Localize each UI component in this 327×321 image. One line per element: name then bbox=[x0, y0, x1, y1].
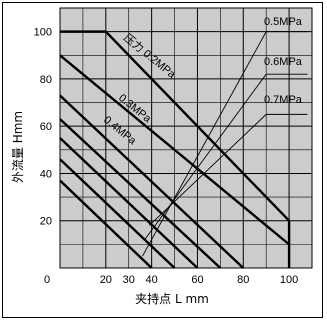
x-tick-label: 100 bbox=[280, 274, 298, 286]
y-tick-label: 80 bbox=[40, 74, 52, 86]
y-tick-label: 60 bbox=[40, 121, 52, 133]
annotation-0.7mpa: 0.7MPa bbox=[264, 94, 303, 106]
annotation-0.6mpa: 0.6MPa bbox=[264, 56, 303, 68]
series-lines bbox=[59, 30, 291, 269]
y-tick-label: 40 bbox=[40, 168, 52, 180]
y-axis-title: 外流量 Hmm bbox=[11, 111, 25, 183]
tick-labels: 20 40 60 80 100 0 20 30 40 60 80 100 bbox=[34, 27, 299, 286]
x-tick-label: 30 bbox=[123, 274, 135, 286]
annotation-0.5mpa: 0.5MPa bbox=[264, 16, 303, 28]
x-tick-label: 80 bbox=[237, 274, 249, 286]
x-tick-label: 0 bbox=[44, 274, 50, 286]
series-line-0.4mpa bbox=[59, 118, 222, 269]
x-tick-label: 40 bbox=[146, 274, 158, 286]
pressure-lines bbox=[142, 31, 308, 257]
series-line-0.3mpa bbox=[59, 94, 245, 269]
x-tick-label: 20 bbox=[100, 274, 112, 286]
pressure-line-0.5mpa bbox=[142, 31, 267, 257]
series-line-a bbox=[59, 137, 199, 269]
y-tick-label: 100 bbox=[34, 27, 52, 39]
pressure-line-0.6mpa bbox=[144, 73, 267, 240]
series-line-c bbox=[59, 179, 153, 269]
chart-frame bbox=[2, 2, 323, 318]
boundary-line-0.2mpa bbox=[60, 30, 291, 268]
y-tick-label: 20 bbox=[40, 216, 52, 228]
series-line-b bbox=[59, 158, 176, 269]
x-tick-label: 60 bbox=[191, 274, 203, 286]
pressure-line-0.7mpa bbox=[149, 114, 267, 226]
series-line-upper bbox=[59, 54, 290, 246]
plot-area bbox=[59, 7, 313, 269]
x-axis-title: 夹持点 L mm bbox=[135, 291, 209, 306]
